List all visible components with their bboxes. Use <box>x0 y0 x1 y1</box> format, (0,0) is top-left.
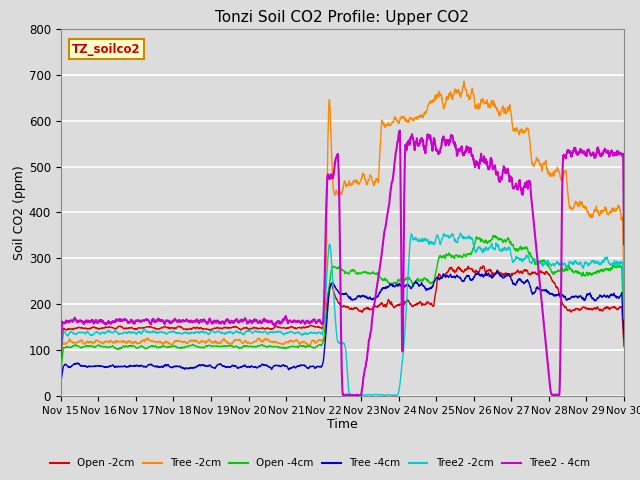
Line: Tree -2cm: Tree -2cm <box>61 81 624 370</box>
Tree2 -2cm <box>331 305 339 311</box>
Tree2 -2cm <box>356 393 364 398</box>
Tree2 - 4cm <box>316 317 324 323</box>
Open -2cm <box>604 305 612 311</box>
Tree2 - 4cm <box>357 393 365 398</box>
Text: TZ_soilco2: TZ_soilco2 <box>72 43 141 56</box>
Tree -2cm <box>604 211 611 216</box>
Open -2cm <box>604 304 611 310</box>
Tree2 -2cm <box>620 316 628 322</box>
Tree -2cm <box>500 108 508 114</box>
Open -2cm <box>316 325 324 331</box>
Tree -2cm <box>460 78 468 84</box>
Legend: Open -2cm, Tree -2cm, Open -4cm, Tree -4cm, Tree2 -2cm, Tree2 - 4cm: Open -2cm, Tree -2cm, Open -4cm, Tree -4… <box>46 454 594 472</box>
Tree -2cm <box>57 367 65 373</box>
Title: Tonzi Soil CO2 Profile: Upper CO2: Tonzi Soil CO2 Profile: Upper CO2 <box>216 10 469 25</box>
Open -2cm <box>500 272 508 277</box>
Tree2 -2cm <box>604 258 612 264</box>
Tree -4cm <box>316 364 324 370</box>
Tree2 - 4cm <box>331 164 339 169</box>
Tree -4cm <box>57 379 65 385</box>
Tree -4cm <box>331 284 339 289</box>
Open -4cm <box>620 323 628 328</box>
Tree2 -2cm <box>316 330 324 336</box>
Tree2 -2cm <box>57 361 65 367</box>
Tree2 - 4cm <box>57 354 65 360</box>
Open -2cm <box>620 344 628 349</box>
Open -4cm <box>500 237 508 243</box>
Tree2 - 4cm <box>604 150 612 156</box>
Tree -2cm <box>620 288 628 293</box>
X-axis label: Time: Time <box>327 419 358 432</box>
Tree2 -2cm <box>604 259 612 264</box>
Tree2 - 4cm <box>501 166 509 171</box>
Line: Tree2 -2cm: Tree2 -2cm <box>61 233 624 396</box>
Open -4cm <box>86 343 93 349</box>
Tree -4cm <box>500 274 508 279</box>
Tree -4cm <box>493 268 501 274</box>
Open -4cm <box>604 267 612 273</box>
Tree2 - 4cm <box>86 319 93 324</box>
Open -2cm <box>57 359 65 364</box>
Open -4cm <box>604 267 611 273</box>
Tree -4cm <box>620 335 628 340</box>
Line: Tree2 - 4cm: Tree2 - 4cm <box>61 131 624 396</box>
Y-axis label: Soil CO2 (ppm): Soil CO2 (ppm) <box>13 165 26 260</box>
Open -2cm <box>331 291 339 297</box>
Open -4cm <box>490 233 497 239</box>
Open -2cm <box>86 326 93 332</box>
Open -4cm <box>57 369 65 375</box>
Tree -2cm <box>604 211 612 216</box>
Line: Tree -4cm: Tree -4cm <box>61 271 624 382</box>
Tree2 -2cm <box>501 246 509 252</box>
Line: Open -4cm: Open -4cm <box>61 236 624 372</box>
Tree -4cm <box>604 293 611 299</box>
Tree2 -2cm <box>86 331 93 337</box>
Tree2 - 4cm <box>396 128 404 133</box>
Open -4cm <box>316 342 324 348</box>
Tree -4cm <box>86 363 93 369</box>
Tree2 - 4cm <box>604 149 612 155</box>
Tree -2cm <box>86 339 93 345</box>
Tree -2cm <box>316 337 324 343</box>
Open -2cm <box>479 263 487 269</box>
Tree -4cm <box>604 294 612 300</box>
Line: Open -2cm: Open -2cm <box>61 266 624 361</box>
Open -4cm <box>331 264 339 270</box>
Tree -2cm <box>331 192 339 198</box>
Tree2 - 4cm <box>620 241 628 247</box>
Tree2 -2cm <box>456 230 464 236</box>
